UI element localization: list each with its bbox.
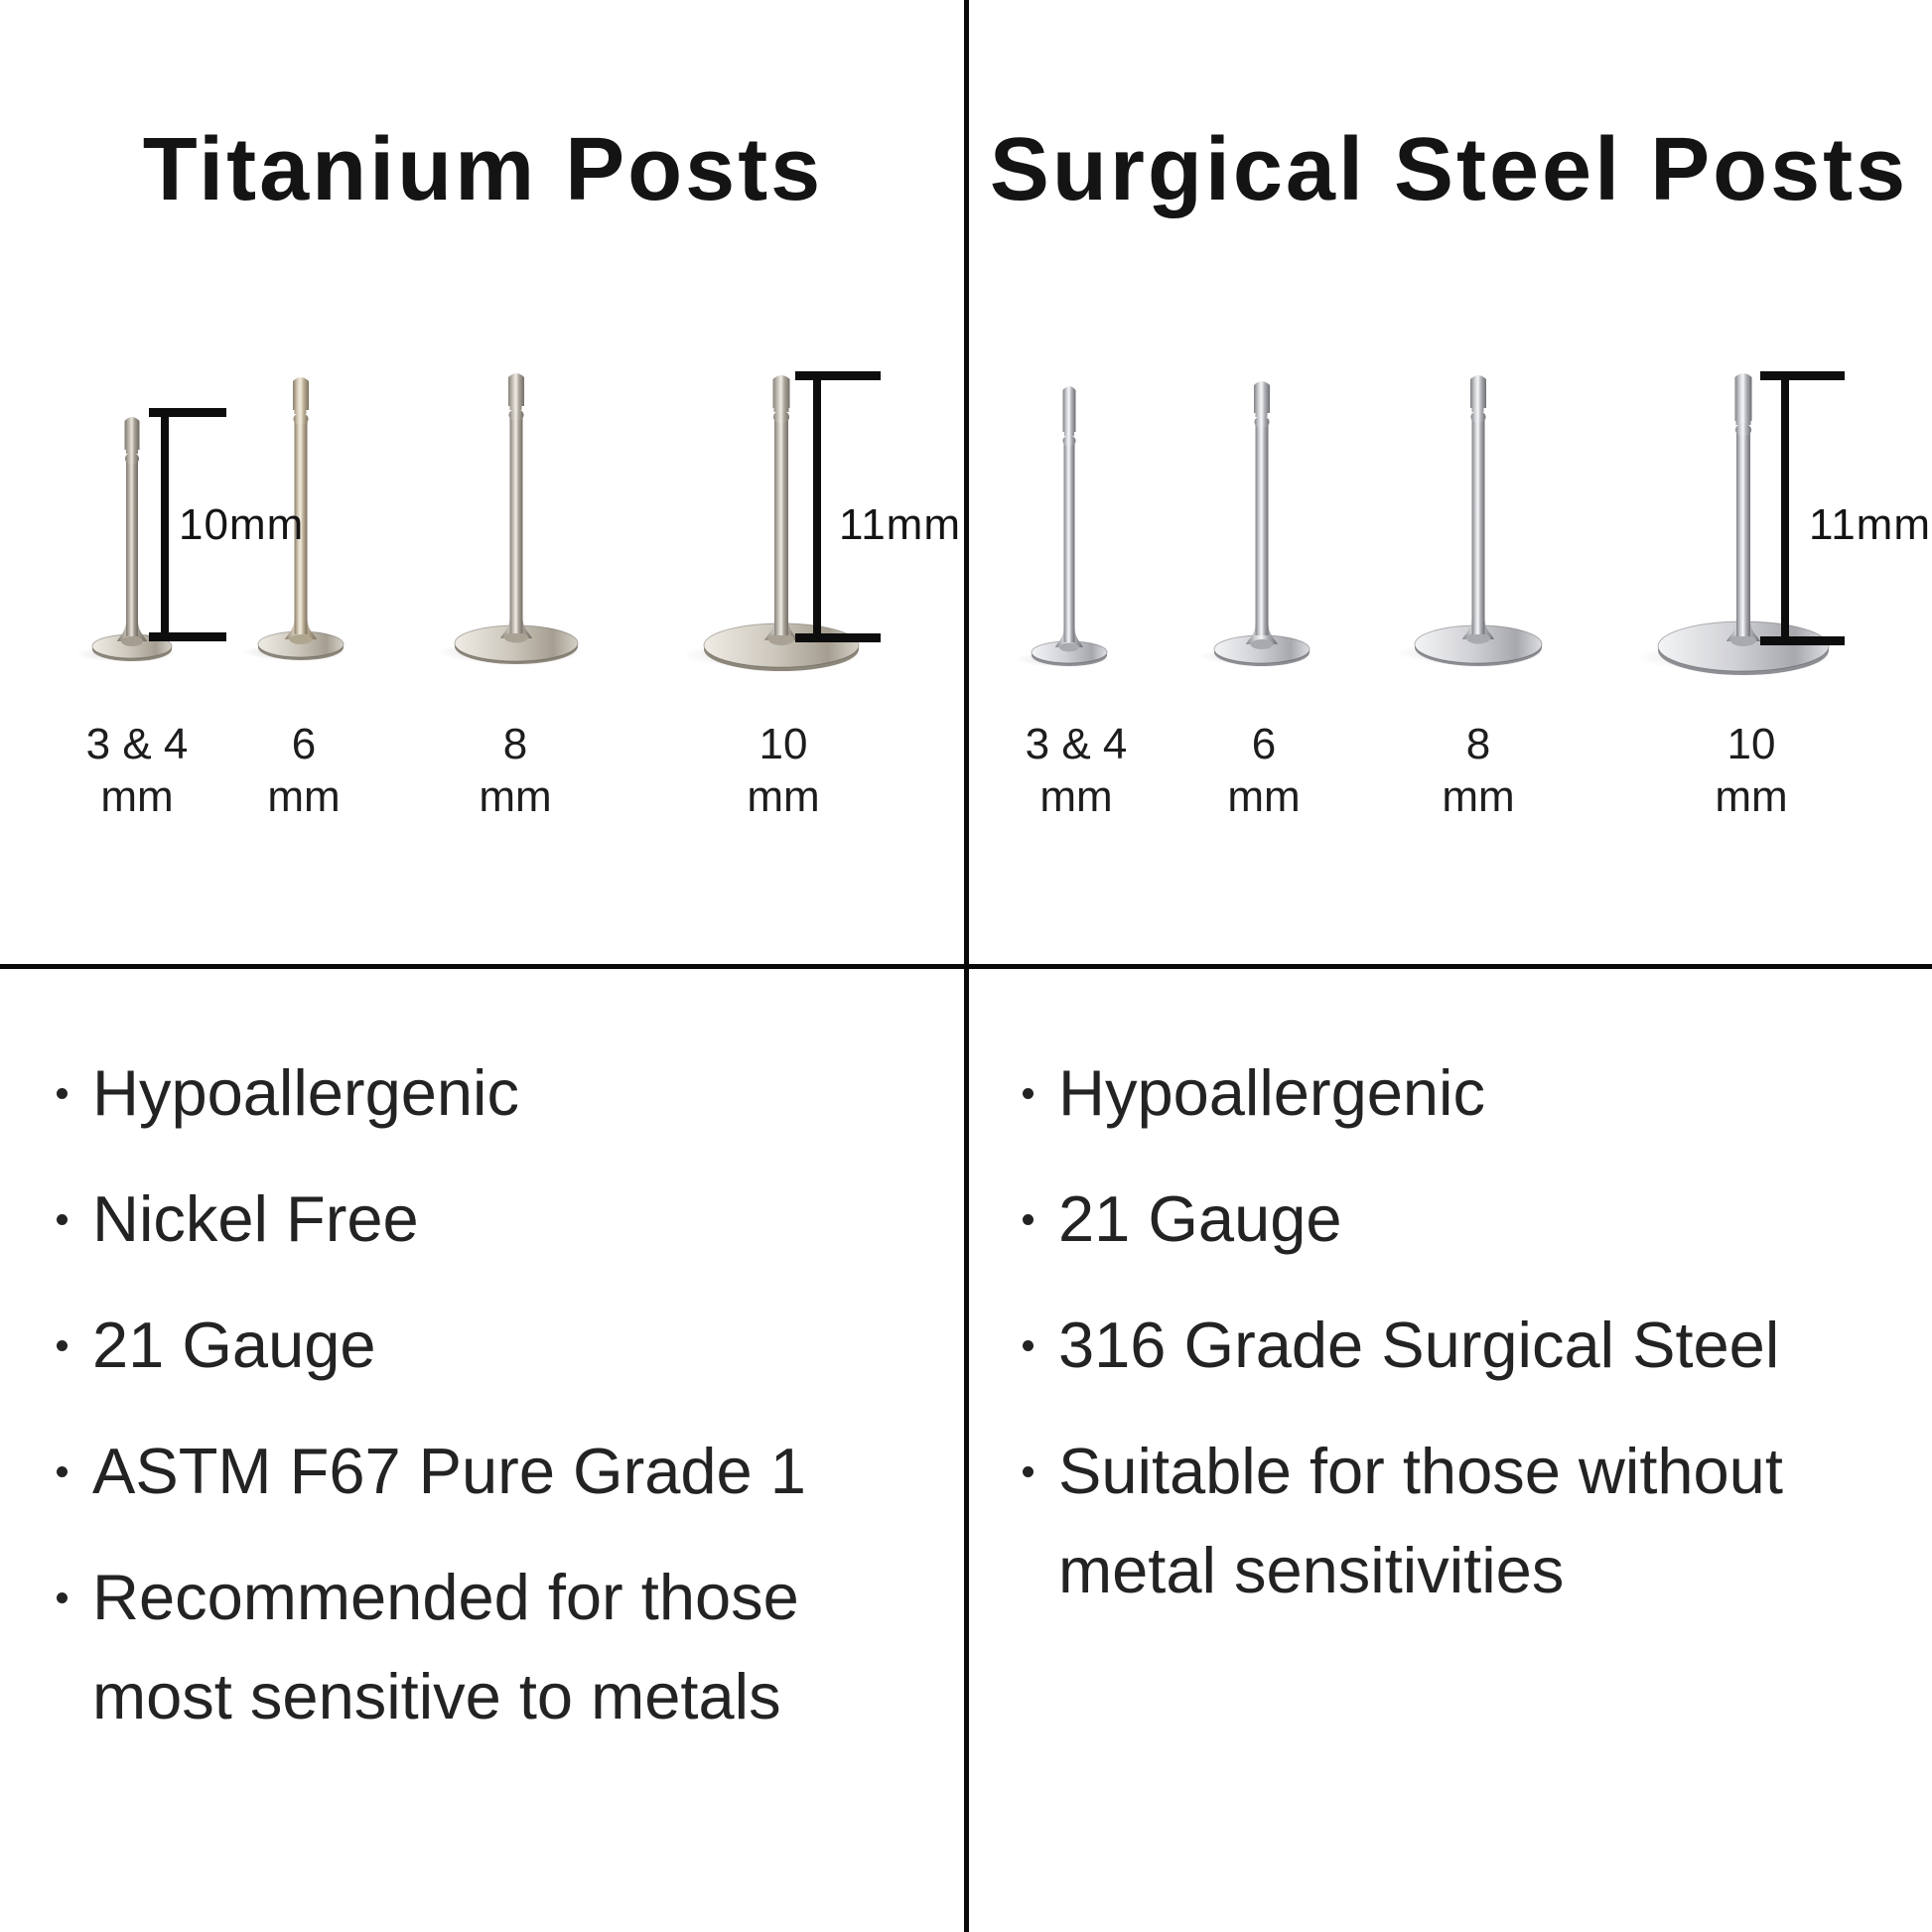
titanium-title: Titanium Posts	[142, 120, 824, 220]
size-unit: mm	[479, 772, 552, 821]
steel-post-6mm	[1198, 381, 1313, 666]
measurement-label-11mm-steel: 11mm	[1809, 500, 1931, 549]
titanium-post-8mm	[436, 373, 583, 664]
measurement-label-11mm-titanium: 11mm	[839, 500, 961, 549]
steel-title: Surgical Steel Posts	[989, 120, 1909, 220]
measurement-label-10mm: 10mm	[179, 500, 305, 549]
size-value: 3 & 4	[85, 720, 189, 768]
list-item: 21 Gauge	[47, 1296, 821, 1395]
size-unit: mm	[747, 772, 820, 821]
feature-text: Suitable for those without metal sensiti…	[1058, 1435, 1783, 1606]
list-item: Hypoallergenic	[1013, 1043, 1807, 1143]
steel-post-3-4mm	[1016, 386, 1111, 667]
measure-bracket-11mm-steel	[1760, 371, 1845, 645]
size-unit: mm	[1039, 772, 1113, 821]
list-item: ASTM F67 Pure Grade 1	[47, 1422, 821, 1521]
list-item: 316 Grade Surgical Steel	[1013, 1296, 1807, 1395]
titanium-posts-photo	[76, 371, 881, 671]
bullet-icon	[57, 1466, 68, 1477]
bullet-icon	[1023, 1214, 1034, 1225]
size-unit: mm	[1715, 772, 1788, 821]
list-item: Nickel Free	[47, 1170, 821, 1269]
feature-text: Hypoallergenic	[1058, 1056, 1485, 1129]
bullet-icon	[57, 1340, 68, 1351]
size-value: 8	[502, 720, 528, 768]
steel-post-10mm	[1635, 373, 1834, 675]
size-label: 6 mm	[267, 718, 340, 823]
list-item: Hypoallergenic	[47, 1043, 821, 1143]
feature-text: Recommended for those most sensitive to …	[92, 1561, 799, 1732]
steel-posts-photo	[1016, 371, 1845, 675]
titanium-feature-list: Hypoallergenic Nickel Free 21 Gauge ASTM…	[47, 1043, 821, 1773]
list-item: Recommended for those most sensitive to …	[47, 1548, 821, 1746]
bullet-icon	[1023, 1088, 1034, 1099]
horizontal-divider	[0, 964, 1932, 969]
feature-text: 21 Gauge	[1058, 1182, 1342, 1255]
size-value: 6	[1251, 720, 1277, 768]
size-label: 8 mm	[479, 718, 551, 823]
size-label: 10 mm	[1715, 718, 1787, 823]
size-value: 6	[291, 720, 317, 768]
list-item: 21 Gauge	[1013, 1170, 1807, 1269]
size-label: 8 mm	[1442, 718, 1514, 823]
feature-text: ASTM F67 Pure Grade 1	[92, 1435, 806, 1507]
size-unit: mm	[1442, 772, 1515, 821]
bullet-icon	[57, 1592, 68, 1603]
feature-text: Nickel Free	[92, 1182, 419, 1255]
bullet-icon	[1023, 1340, 1034, 1351]
feature-text: 21 Gauge	[92, 1309, 376, 1381]
list-item: Suitable for those without metal sensiti…	[1013, 1422, 1807, 1620]
steel-feature-list: Hypoallergenic 21 Gauge 316 Grade Surgic…	[1013, 1043, 1807, 1647]
steel-post-8mm	[1396, 375, 1547, 666]
measure-bracket-11mm-titanium	[795, 371, 881, 642]
size-value: 10	[1726, 720, 1776, 768]
size-value: 8	[1465, 720, 1491, 768]
feature-text: Hypoallergenic	[92, 1056, 519, 1129]
size-label: 3 & 4 mm	[86, 718, 189, 823]
bullet-icon	[1023, 1466, 1034, 1477]
size-label: 6 mm	[1227, 718, 1300, 823]
size-label: 10 mm	[747, 718, 819, 823]
size-unit: mm	[100, 772, 174, 821]
titanium-post-6mm	[242, 377, 347, 661]
bullet-icon	[57, 1088, 68, 1099]
titanium-post-10mm	[682, 375, 865, 671]
size-value: 10	[759, 720, 808, 768]
bullet-icon	[57, 1214, 68, 1225]
size-unit: mm	[267, 772, 341, 821]
size-label: 3 & 4 mm	[1026, 718, 1128, 823]
feature-text: 316 Grade Surgical Steel	[1058, 1309, 1780, 1381]
measure-bracket-10mm	[149, 408, 226, 641]
size-unit: mm	[1227, 772, 1301, 821]
size-value: 3 & 4	[1025, 720, 1128, 768]
